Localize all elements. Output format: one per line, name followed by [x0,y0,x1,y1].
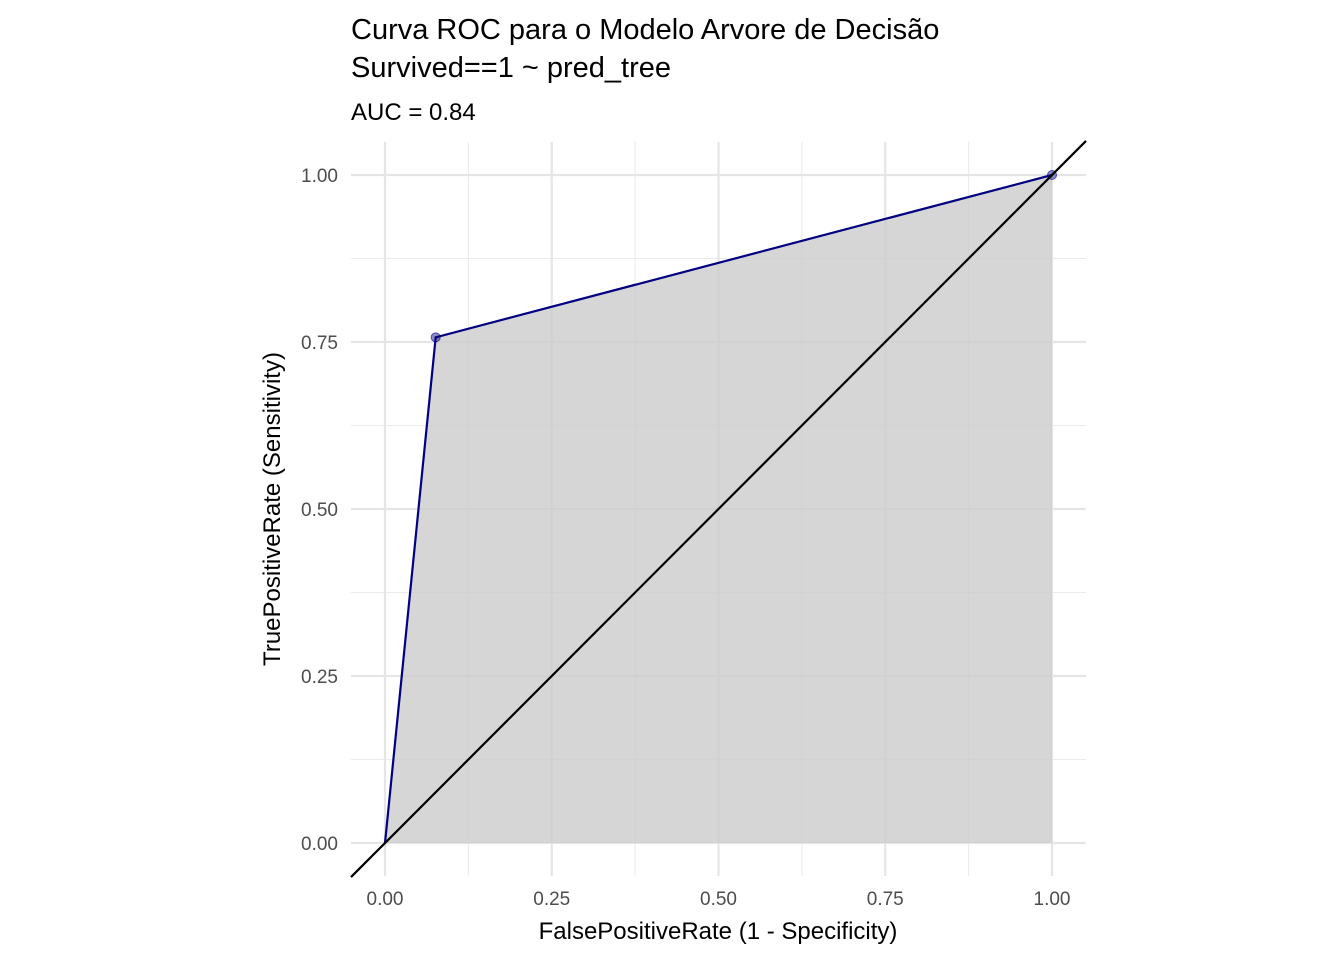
y-tick-label: 0.75 [301,333,338,354]
x-axis-title: FalsePositiveRate (1 - Specificity) [539,918,898,945]
x-tick-label: 1.00 [1034,889,1071,910]
reference-diagonal-line [350,140,1087,878]
chart-title-line2: Survived==1 ~ pred_tree [351,52,671,84]
chart-subtitle: AUC = 0.84 [351,99,476,126]
x-tick-label: 0.50 [700,889,737,910]
y-tick-label: 0.00 [301,834,338,855]
x-tick-label: 0.75 [867,889,904,910]
roc-curve-line [383,173,1053,844]
x-tick-label: 0.00 [367,889,404,910]
y-axis-ticks: 0.00 0.25 0.50 0.75 1.00 [301,166,338,855]
plot-area [350,140,1087,878]
y-tick-label: 1.00 [301,166,338,187]
y-axis-title: TruePositiveRate (Sensitivity) [259,352,286,666]
y-tick-label: 0.50 [301,500,338,521]
x-tick-label: 0.25 [533,889,570,910]
x-axis-ticks: 0.00 0.25 0.50 0.75 1.00 [367,889,1071,910]
roc-point [430,332,441,343]
chart-title: Curva ROC para o Modelo Arvore de Decisã… [351,14,939,46]
y-tick-label: 0.25 [301,667,338,688]
